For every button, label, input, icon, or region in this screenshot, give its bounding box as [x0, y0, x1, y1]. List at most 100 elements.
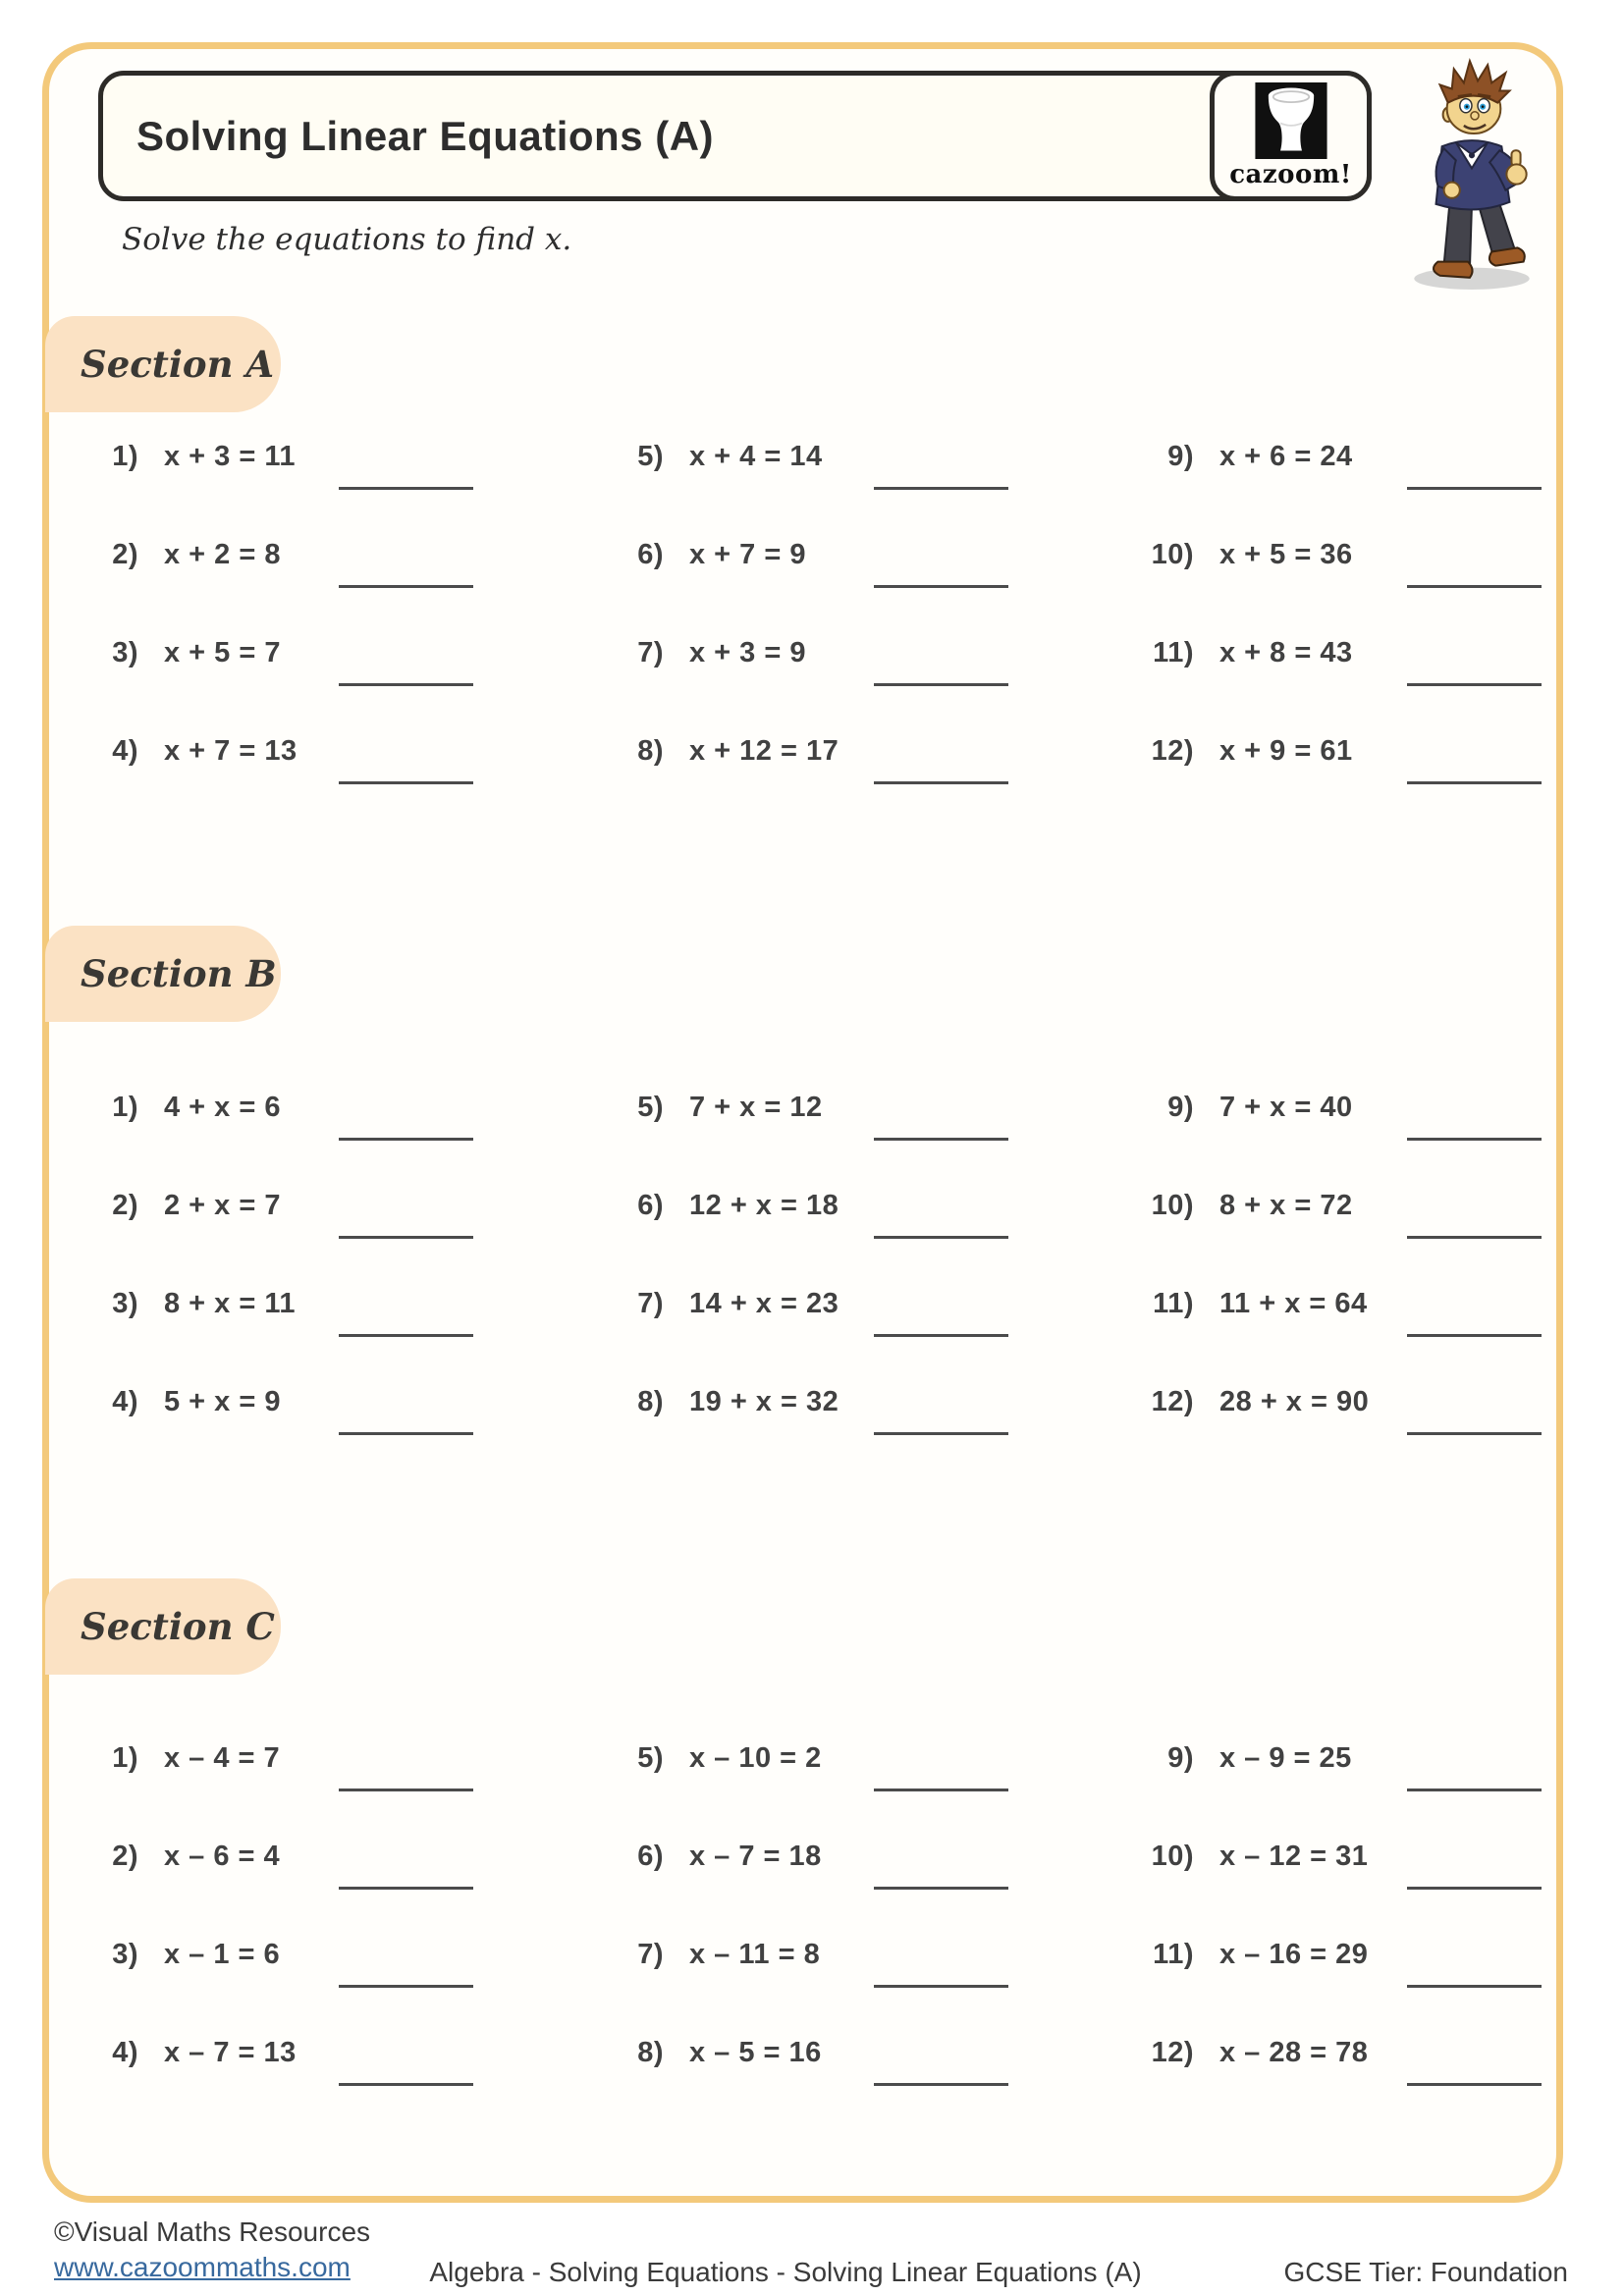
problem-number: 10) [1151, 1190, 1194, 1221]
problem-item: 10) x – 12 = 31 [1149, 1841, 1546, 1940]
answer-line [1407, 1432, 1542, 1435]
answer-line [339, 1236, 473, 1239]
problem-item: 3) 8 + x = 11 [93, 1288, 619, 1387]
problem-number: 12) [1151, 1386, 1194, 1417]
problem-item: 12) x + 9 = 61 [1149, 735, 1546, 834]
problem-item: 6) x – 7 = 18 [619, 1841, 1149, 1940]
answer-line [874, 1432, 1008, 1435]
problem-number: 7) [637, 637, 664, 668]
problem-equation: 4 + x = 6 [164, 1092, 281, 1123]
problem-item: 6) 12 + x = 18 [619, 1190, 1149, 1289]
answer-line [874, 1236, 1008, 1239]
answer-line [339, 2083, 473, 2086]
problem-item: 2) x – 6 = 4 [93, 1841, 619, 1940]
answer-line [1407, 1236, 1542, 1239]
section-b-label: Section B [81, 952, 277, 995]
answer-line [874, 585, 1008, 588]
problem-number: 7) [637, 1288, 664, 1319]
answer-line [1407, 487, 1542, 490]
problem-number: 4) [112, 735, 138, 767]
problem-number: 8) [637, 1386, 664, 1417]
problem-equation: x + 2 = 8 [164, 539, 281, 570]
problem-equation: x + 7 = 13 [164, 735, 298, 767]
problem-number: 2) [112, 1190, 138, 1221]
problem-item: 8) x – 5 = 16 [619, 2037, 1149, 2136]
cazoom-logo: cazoom! [1210, 71, 1372, 201]
problem-number: 3) [112, 1288, 138, 1319]
problem-number: 11) [1153, 1288, 1194, 1319]
answer-line [1407, 1789, 1542, 1791]
problem-number: 2) [112, 1841, 138, 1872]
answer-line [1407, 1985, 1542, 1988]
problem-item: 6) x + 7 = 9 [619, 539, 1149, 638]
section-c-problems: 1) x – 4 = 7 2) x – 6 = 4 3) x – 1 = 6 4) x – 7… [93, 1742, 1546, 2136]
answer-line [874, 2083, 1008, 2086]
problem-equation: x – 10 = 2 [689, 1742, 822, 1774]
problem-number: 11) [1153, 1939, 1194, 1970]
section-a-label: Section A [81, 343, 275, 386]
problem-equation: x – 12 = 31 [1219, 1841, 1369, 1872]
problem-item: 2) x + 2 = 8 [93, 539, 619, 638]
problem-number: 12) [1151, 2037, 1194, 2068]
answer-line [874, 1334, 1008, 1337]
problem-equation: 28 + x = 90 [1219, 1386, 1370, 1417]
answer-line [1407, 585, 1542, 588]
mascot-illustration [1394, 51, 1553, 294]
section-b-tab: Section B [45, 926, 281, 1022]
problem-equation: 19 + x = 32 [689, 1386, 839, 1417]
problem-item: 7) 14 + x = 23 [619, 1288, 1149, 1387]
tier-label: GCSE Tier: Foundation [1283, 2257, 1568, 2287]
answer-line [339, 1334, 473, 1337]
answer-line [1407, 1887, 1542, 1890]
problem-number: 1) [112, 1092, 138, 1123]
problem-number: 12) [1151, 735, 1194, 767]
problem-number: 3) [112, 637, 138, 668]
problem-number: 6) [637, 1841, 664, 1872]
problem-item: 11) x + 8 = 43 [1149, 637, 1546, 736]
problem-number: 11) [1153, 637, 1194, 668]
problem-equation: 2 + x = 7 [164, 1190, 281, 1221]
problem-equation: 7 + x = 40 [1219, 1092, 1353, 1123]
problem-item: 8) x + 12 = 17 [619, 735, 1149, 834]
answer-line [1407, 781, 1542, 784]
answer-line [339, 1985, 473, 1988]
answer-line [339, 683, 473, 686]
problem-equation: x – 5 = 16 [689, 2037, 822, 2068]
problem-item: 10) x + 5 = 36 [1149, 539, 1546, 638]
problem-equation: x + 6 = 24 [1219, 441, 1353, 472]
answer-line [874, 1789, 1008, 1791]
problem-item: 9) x – 9 = 25 [1149, 1742, 1546, 1842]
problem-equation: x + 3 = 9 [689, 637, 806, 668]
problem-item: 4) x – 7 = 13 [93, 2037, 619, 2136]
problem-equation: x – 11 = 8 [689, 1939, 821, 1970]
problem-equation: 14 + x = 23 [689, 1288, 839, 1319]
problem-number: 3) [112, 1939, 138, 1970]
answer-line [874, 683, 1008, 686]
page-border [42, 42, 1563, 2203]
section-c-label: Section C [81, 1605, 275, 1648]
problem-equation: x + 5 = 7 [164, 637, 281, 668]
answer-line [339, 1887, 473, 1890]
problem-number: 8) [637, 2037, 664, 2068]
answer-line [339, 781, 473, 784]
section-a-problems: 1) x + 3 = 11 2) x + 2 = 8 3) x + 5 = 7 4) x + … [93, 441, 1546, 834]
problem-item: 11) x – 16 = 29 [1149, 1939, 1546, 2038]
website-link[interactable]: www.cazoommaths.com [54, 2252, 351, 2282]
problem-number: 7) [637, 1939, 664, 1970]
answer-line [874, 1887, 1008, 1890]
problem-equation: x + 3 = 11 [164, 441, 297, 472]
problem-item: 1) x + 3 = 11 [93, 441, 619, 540]
problem-number: 10) [1151, 1841, 1194, 1872]
problem-equation: x – 9 = 25 [1219, 1742, 1352, 1774]
problem-item: 8) 19 + x = 32 [619, 1386, 1149, 1485]
problem-equation: x + 5 = 36 [1219, 539, 1353, 570]
problem-item: 12) 28 + x = 90 [1149, 1386, 1546, 1485]
worksheet-title: Solving Linear Equations (A) [136, 112, 715, 159]
problem-equation: x + 4 = 14 [689, 441, 823, 472]
problem-equation: x – 28 = 78 [1219, 2037, 1369, 2068]
problem-item: 9) x + 6 = 24 [1149, 441, 1546, 540]
problem-equation: x – 7 = 13 [164, 2037, 297, 2068]
problem-equation: 7 + x = 12 [689, 1092, 823, 1123]
problem-equation: 11 + x = 64 [1219, 1288, 1368, 1319]
